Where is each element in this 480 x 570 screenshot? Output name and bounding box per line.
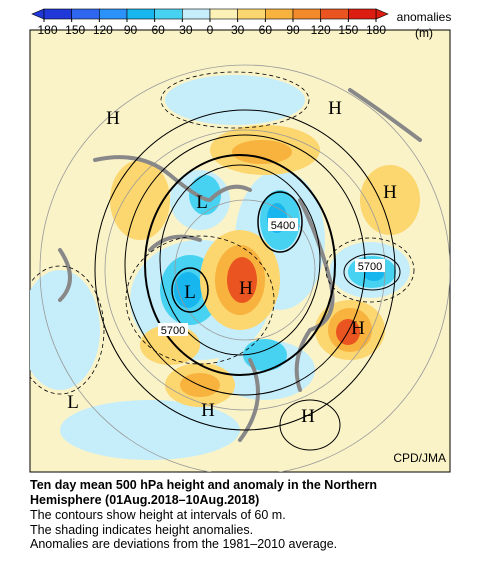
colorbar-end — [375, 8, 389, 20]
colorbar-swatch — [209, 8, 238, 20]
height-contours — [94, 109, 401, 451]
pressure-center-label: H — [239, 278, 253, 299]
colorbar-tick-label: −180 — [30, 23, 57, 37]
pressure-center-label: H — [201, 400, 215, 421]
colorbar-title: anomalies — [397, 10, 452, 24]
colorbar-tick-label: 150 — [338, 23, 358, 37]
pressure-center-label: H — [351, 318, 365, 339]
anomaly-zero-lines — [30, 71, 415, 395]
pressure-center-label: H — [301, 406, 315, 427]
colorbar-swatch — [320, 8, 349, 20]
credit: CPD/JMA — [393, 451, 446, 465]
colorbar-swatch — [71, 8, 100, 20]
colorbar-tick-label: 30 — [231, 23, 245, 37]
colorbar-swatch — [99, 8, 128, 20]
contour-label-box — [355, 259, 385, 272]
caption-line: The shading indicates height anomalies. — [30, 522, 254, 537]
caption: Ten day mean 500 hPa height and anomaly … — [30, 478, 450, 552]
colorbar-tick-label: −120 — [86, 23, 113, 37]
colorbar-end — [31, 8, 45, 20]
caption-line: Anomalies are deviations from the 1981–2… — [30, 537, 338, 551]
pressure-center-label: H — [106, 108, 120, 129]
colorbar-tick-label: 0 — [207, 23, 214, 37]
caption-line: The contours show height at intervals of… — [30, 508, 286, 522]
colorbar-unit: (m) — [415, 26, 433, 40]
colorbar-tick-label: 180 — [366, 23, 386, 37]
colorbar-swatch — [265, 8, 294, 20]
contour-label: 5700 — [358, 261, 382, 273]
map-layer — [30, 64, 450, 472]
colorbar-swatch — [237, 8, 266, 20]
contour-label: 5400 — [271, 220, 295, 232]
colorbar-tick-label: −90 — [117, 23, 138, 37]
contour-label: 5700 — [161, 325, 185, 337]
pressure-center-label: L — [67, 392, 79, 413]
colorbar-swatch — [182, 8, 211, 20]
colorbar-tick-label: 90 — [286, 23, 300, 37]
caption-title: Ten day mean 500 hPa height and anomaly … — [30, 478, 378, 507]
pressure-center-label: H — [328, 98, 342, 119]
colorbar-swatch — [292, 8, 321, 20]
pressure-center-label: H — [383, 182, 397, 203]
contour-label-box — [158, 323, 188, 336]
colorbar-tick-label: −150 — [58, 23, 85, 37]
colorbar-tick-label: −30 — [172, 23, 193, 37]
colorbar-swatch — [126, 8, 155, 20]
colorbar-tick-label: 120 — [311, 23, 331, 37]
negative-anomalies — [30, 75, 410, 460]
pressure-center-label: L — [184, 282, 196, 303]
contour-label-box — [268, 218, 298, 231]
colorbar-swatch — [154, 8, 183, 20]
colorbar-tick-label: −60 — [144, 23, 165, 37]
coastlines — [58, 88, 422, 442]
colorbar-swatch — [43, 8, 72, 20]
pressure-center-label: L — [196, 192, 208, 213]
colorbar-tick-label: 60 — [259, 23, 273, 37]
colorbar-swatch — [348, 8, 377, 20]
figure: −180 −150 −120 −90 −60 −30 0 30 60 90 120 150 180 ano… — [29, 8, 452, 473]
